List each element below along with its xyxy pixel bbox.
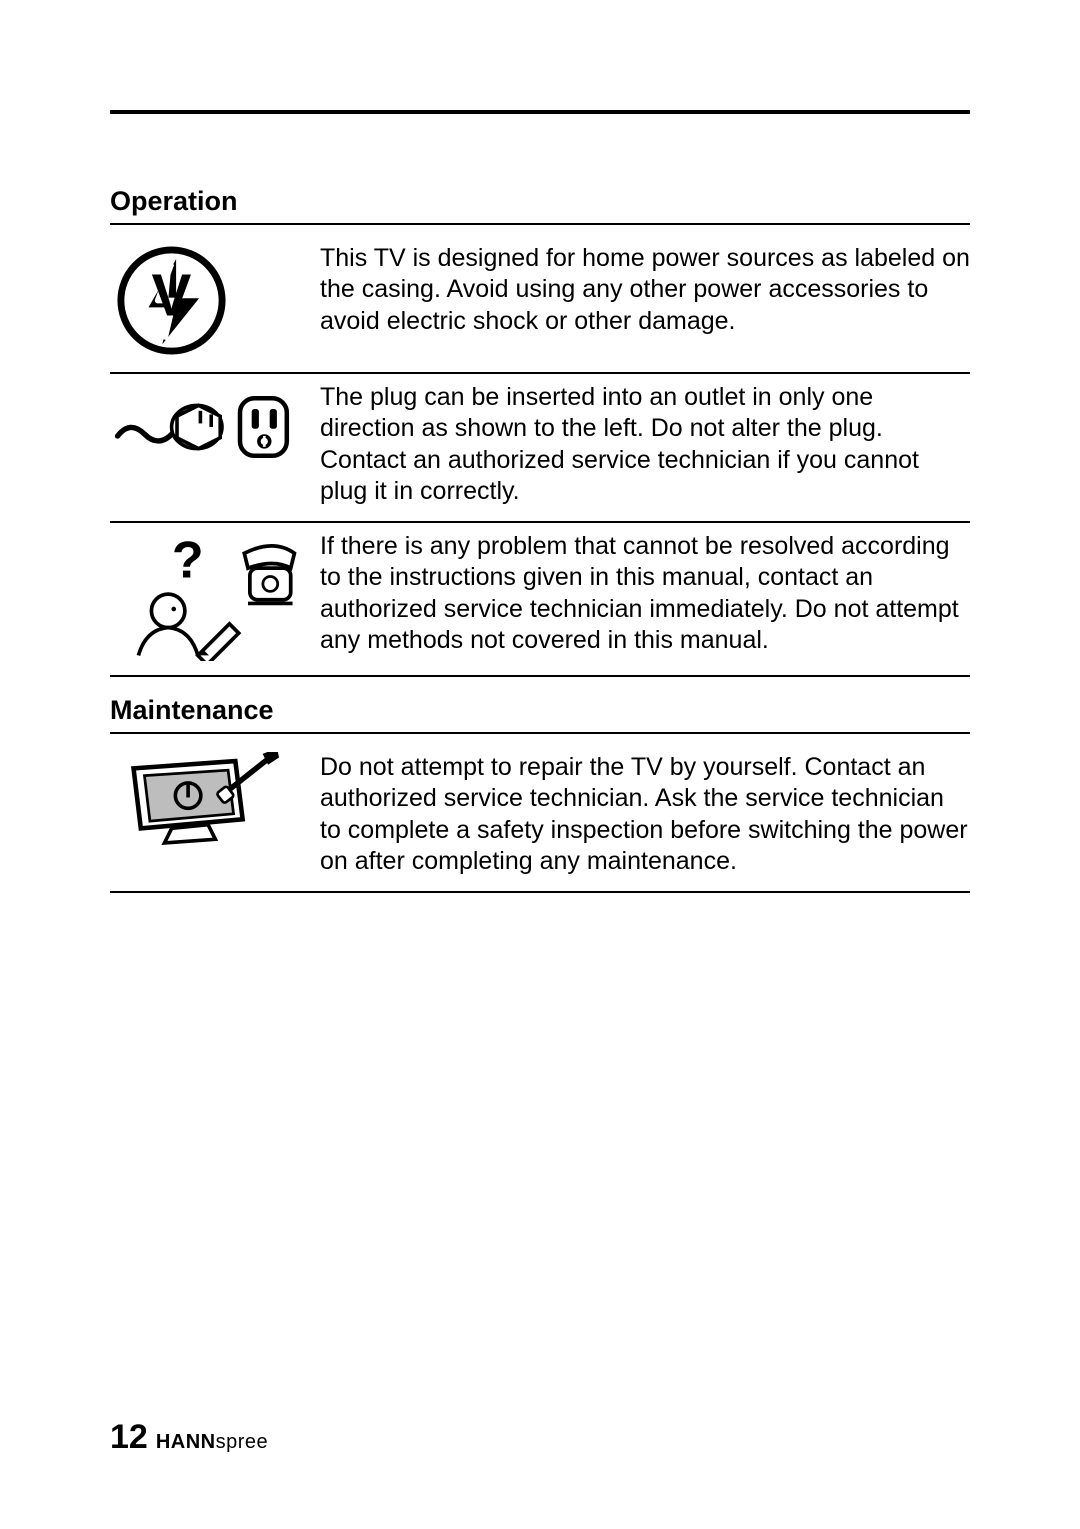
instruction-row: The plug can be inserted into an outlet …	[110, 374, 970, 523]
instruction-text: This TV is designed for home power sourc…	[320, 243, 970, 337]
top-rule	[110, 110, 970, 114]
brand-light: spree	[216, 1431, 269, 1454]
manual-page: Operation V This TV is designed for home…	[0, 0, 1080, 1529]
instruction-row: Do not attempt to repair the TV by yours…	[110, 744, 970, 893]
page-number: 12	[110, 1418, 148, 1457]
instruction-row: V This TV is designed for home power sou…	[110, 235, 970, 374]
voltage-icon: V	[110, 243, 320, 358]
section-divider	[110, 732, 970, 734]
instruction-row: ? If there is any problem that cannot be…	[110, 523, 970, 677]
svg-text:?: ?	[172, 531, 204, 589]
brand-logo: HANNspree	[156, 1431, 268, 1454]
instruction-text: Do not attempt to repair the TV by yours…	[320, 752, 970, 877]
section-divider	[110, 223, 970, 225]
instruction-text: The plug can be inserted into an outlet …	[320, 382, 970, 507]
section-title-maintenance: Maintenance	[110, 695, 970, 726]
section-title-operation: Operation	[110, 186, 970, 217]
support-icon: ?	[110, 531, 320, 661]
svg-text:V: V	[152, 261, 192, 328]
page-footer: 12 HANNspree	[110, 1418, 268, 1457]
plug-icon	[110, 382, 320, 472]
repair-icon	[110, 752, 320, 852]
brand-bold: HANN	[156, 1431, 216, 1454]
instruction-text: If there is any problem that cannot be r…	[320, 531, 970, 656]
